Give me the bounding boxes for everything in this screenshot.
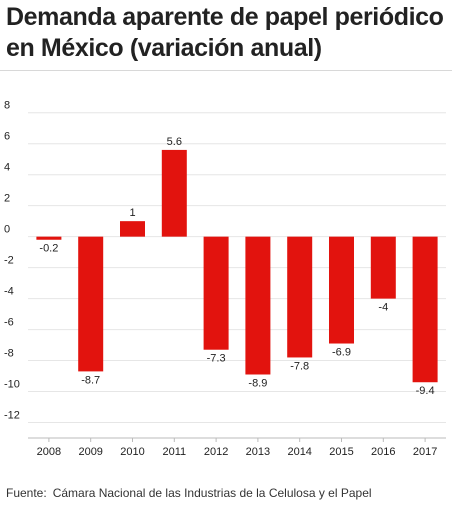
- data-label-2010: 1: [129, 207, 135, 219]
- bar-2015: [329, 236, 354, 344]
- source-note: Fuente: Cámara Nacional de las Industrias…: [6, 486, 372, 500]
- x-tick-label-2015: 2015: [329, 446, 353, 458]
- bar-2008: [36, 236, 62, 240]
- chart-title-line-2: en México (variación anual): [6, 34, 322, 62]
- chart-title-line-1: Demanda aparente de papel periódico: [6, 3, 444, 31]
- bar-2011: [161, 149, 187, 237]
- chart-title: Demanda aparente de papel periódico en M…: [6, 2, 446, 64]
- y-tick-label: 6: [4, 131, 10, 143]
- bar-2013: [245, 236, 271, 375]
- source-prefix: Fuente:: [6, 486, 47, 500]
- y-tick-label: 0: [4, 224, 10, 236]
- data-label-2015: -6.9: [332, 347, 351, 359]
- y-tick-label: 2: [4, 193, 10, 205]
- y-tick-label: -4: [4, 286, 14, 298]
- y-tick-label: -6: [4, 317, 14, 329]
- bar-2014: [287, 236, 313, 358]
- x-tick-label-2008: 2008: [37, 446, 61, 458]
- y-tick-label: 4: [4, 162, 10, 174]
- data-label-2011: 5.6: [167, 136, 182, 148]
- x-tick-label-2011: 2011: [162, 446, 186, 458]
- bar-2010: [120, 221, 145, 237]
- y-tick-label: -12: [4, 410, 20, 422]
- bar-chart: 8 6 4 2 0 -2 -4 -6 -8 -10 -12 -0.2 2008 -8.7 2009 1 2010…: [4, 100, 446, 458]
- x-tick-label-2010: 2010: [120, 446, 144, 458]
- x-tick-label-2014: 2014: [287, 446, 311, 458]
- bar-2012: [203, 236, 229, 350]
- data-label-2013: -8.9: [248, 377, 267, 389]
- y-tick-label: 8: [4, 100, 10, 112]
- data-label-2017: -9.4: [416, 385, 435, 397]
- bar-2016: [370, 236, 396, 299]
- bar-2009: [78, 236, 104, 372]
- y-tick-label: -2: [4, 255, 14, 267]
- x-tick-label-2009: 2009: [78, 446, 102, 458]
- data-label-2008: -0.2: [39, 243, 58, 255]
- title-divider: [0, 70, 452, 71]
- x-tick-label-2013: 2013: [246, 446, 270, 458]
- source-text: Cámara Nacional de las Industrias de la …: [52, 486, 372, 500]
- data-label-2014: -7.8: [290, 360, 309, 372]
- y-tick-label: -8: [4, 348, 14, 360]
- data-label-2016: -4: [378, 302, 388, 314]
- data-label-2009: -8.7: [81, 374, 100, 386]
- x-tick-label-2016: 2016: [371, 446, 395, 458]
- x-tick-label-2012: 2012: [204, 446, 228, 458]
- y-tick-label: -10: [4, 379, 20, 391]
- x-tick-label-2017: 2017: [413, 446, 437, 458]
- data-label-2012: -7.3: [207, 353, 226, 365]
- bar-2017: [412, 236, 438, 383]
